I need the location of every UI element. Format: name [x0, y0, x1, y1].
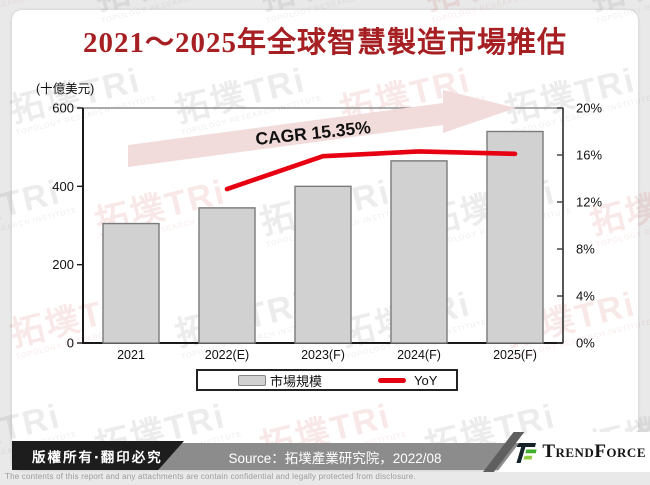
yoy-line-swatch — [378, 377, 407, 383]
left-tick-label: 0 — [67, 336, 74, 351]
chart-legend: 市場規模 YoY — [196, 369, 458, 391]
disclaimer-text: The contents of this report and any atta… — [5, 472, 416, 481]
trendforce-logo-icon — [516, 443, 537, 463]
x-label-2021: 2021 — [117, 348, 145, 362]
left-tick-label: 200 — [52, 257, 74, 272]
right-tick-label: 0% — [576, 336, 595, 351]
left-tick-label: 600 — [52, 101, 74, 116]
x-label-2022(E): 2022(E) — [205, 348, 249, 362]
yoy-line — [224, 149, 518, 192]
bar-2023(F) — [294, 185, 352, 344]
chart-axes: 0 200 400 600 0% 4% 8% 12% 16% 20% (十億美元) — [36, 82, 602, 351]
copyright-box: 版權所有‧翻印必究 — [12, 441, 184, 470]
yoy-series — [224, 149, 518, 192]
x-axis-labels: 2021 2022(E) 2023(F) 2024(F) 2025(F) — [117, 348, 537, 362]
x-label-2023(F): 2023(F) — [301, 348, 345, 362]
right-tick-label: 8% — [576, 242, 595, 257]
cagr-arrow — [128, 90, 516, 167]
left-tick-label: 400 — [52, 179, 74, 194]
copyright-text: 版權所有‧翻印必究 — [32, 449, 163, 465]
market-size-legend-label: 市場規模 — [270, 373, 323, 389]
bar-2025(F) — [486, 130, 544, 344]
brand-name: TrendForce — [542, 441, 646, 462]
right-tick-label: 4% — [576, 289, 595, 304]
left-axis-unit-label: (十億美元) — [36, 82, 94, 96]
cagr-arrow-shape — [128, 90, 516, 167]
bar-2022(E) — [198, 207, 256, 344]
right-tick-label: 16% — [576, 148, 602, 163]
x-label-2024(F): 2024(F) — [397, 348, 441, 362]
market-size-swatch — [238, 374, 266, 386]
right-tick-label: 20% — [576, 101, 602, 116]
source-text: Source：拓墣產業研究院，2022/08 — [228, 450, 442, 466]
x-label-2025(F): 2025(F) — [493, 348, 537, 362]
bar-series — [102, 130, 544, 344]
right-tick-label: 12% — [576, 195, 602, 210]
bar-2024(F) — [390, 160, 448, 344]
yoy-legend-label: YoY — [414, 372, 438, 388]
bar-2021 — [102, 222, 160, 344]
chart-title: 2021～2025年全球智慧製造市場推估 — [82, 27, 567, 59]
